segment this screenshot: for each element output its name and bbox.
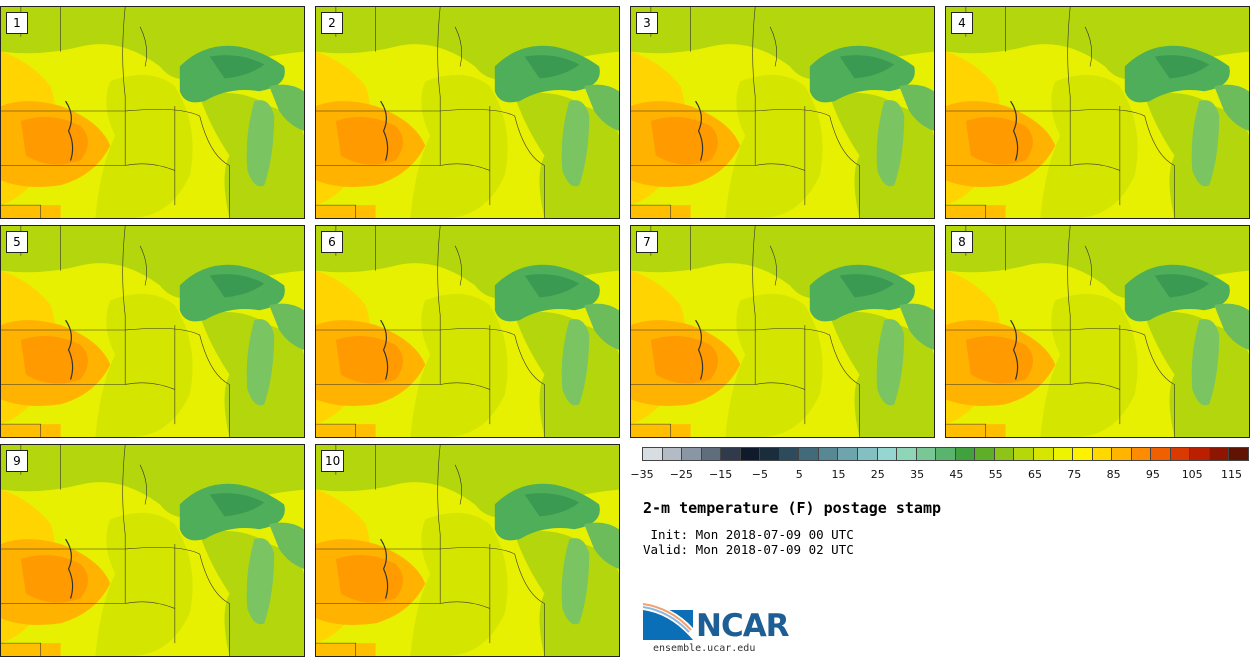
colorbar-tick-label: 5 [795, 468, 803, 481]
colorbar-tick-label: 85 [1106, 468, 1121, 481]
member-map-panel: 2 [315, 6, 620, 219]
temperature-map [316, 226, 619, 437]
member-number-label: 1 [6, 12, 28, 34]
colorbar-tick-label: 105 [1181, 468, 1203, 481]
member-number-label: 6 [321, 231, 343, 253]
temperature-map [316, 7, 619, 218]
temperature-map [631, 7, 934, 218]
member-number-label: 3 [636, 12, 658, 34]
colorbar-swatch [1169, 447, 1191, 461]
colorbar-tick-label: −5 [751, 468, 768, 481]
member-map-panel: 1 [0, 6, 305, 219]
colorbar-tick-label: 45 [949, 468, 964, 481]
colorbar-swatch [759, 447, 780, 461]
member-map-panel: 6 [315, 225, 620, 438]
member-map-panel: 5 [0, 225, 305, 438]
ncar-logo-icon [643, 602, 693, 640]
temperature-map [946, 226, 1249, 437]
member-number-label: 7 [636, 231, 658, 253]
colorbar-swatch [974, 447, 995, 461]
member-map-panel: 9 [0, 444, 305, 657]
colorbar-tick-label: −25 [669, 468, 693, 481]
colorbar-swatch [661, 447, 683, 461]
colorbar-swatch [954, 447, 976, 461]
member-map-panel: 7 [630, 225, 935, 438]
chart-title: 2-m temperature (F) postage stamp [643, 499, 942, 517]
colorbar-swatch [1091, 447, 1113, 461]
colorbar-swatch [642, 447, 663, 461]
member-number-label: 10 [321, 450, 345, 472]
website-url[interactable]: ensemble.ucar.edu [653, 643, 756, 654]
colorbar-tick-label: −35 [630, 468, 654, 481]
colorbar-swatch [876, 447, 898, 461]
valid-time: Valid: Mon 2018-07-09 02 UTC [643, 542, 854, 557]
colorbar-swatch [798, 447, 819, 461]
colorbar-swatch [817, 447, 839, 461]
colorbar-tick-label: 35 [910, 468, 925, 481]
colorbar-swatch [1228, 447, 1249, 461]
member-number-label: 2 [321, 12, 343, 34]
member-number-label: 8 [951, 231, 973, 253]
colorbar-tick-label: 75 [1067, 468, 1082, 481]
member-map-panel: 4 [945, 6, 1250, 219]
colorbar-tick-label: 25 [870, 468, 885, 481]
colorbar-swatch [1013, 447, 1034, 461]
colorbar-swatch [1189, 447, 1210, 461]
colorbar-swatch [1072, 447, 1093, 461]
colorbar-swatch [993, 447, 1015, 461]
colorbar-tick-label: 15 [831, 468, 846, 481]
colorbar-swatch [681, 447, 702, 461]
member-map-panel: 10 [315, 444, 620, 657]
temperature-map [316, 445, 619, 656]
temperature-map [1, 445, 304, 656]
colorbar-swatch [700, 447, 722, 461]
init-time: Init: Mon 2018-07-09 00 UTC [643, 527, 854, 542]
member-map-panel: 8 [945, 225, 1250, 438]
colorbar-swatch [1208, 447, 1230, 461]
colorbar-tick-label: 65 [1028, 468, 1042, 481]
member-map-panel: 3 [630, 6, 935, 219]
colorbar-swatch [915, 447, 937, 461]
member-number-label: 9 [6, 450, 28, 472]
colorbar-swatch [1130, 447, 1152, 461]
colorbar-swatch [857, 447, 878, 461]
colorbar-swatch [1052, 447, 1074, 461]
ncar-wordmark: NCAR [696, 608, 790, 644]
colorbar-swatch [1111, 447, 1132, 461]
colorbar-swatch [837, 447, 859, 461]
colorbar-swatch [778, 447, 800, 461]
colorbar-swatch [739, 447, 761, 461]
colorbar-swatch [1032, 447, 1054, 461]
colorbar-tick-label: −15 [708, 468, 733, 481]
member-number-label: 5 [6, 231, 28, 253]
colorbar-swatch [896, 447, 917, 461]
colorbar-tick-label: 55 [988, 468, 1003, 481]
colorbar-swatch [720, 447, 741, 461]
temperature-map [1, 7, 304, 218]
temperature-map [1, 226, 304, 437]
temperature-map [946, 7, 1249, 218]
colorbar-swatch [1150, 447, 1171, 461]
member-number-label: 4 [951, 12, 973, 34]
temperature-map [631, 226, 934, 437]
colorbar-tick-label: 95 [1145, 468, 1160, 481]
temperature-colorbar: −35 −25 −15 −5 5 15 25 35 45 55 65 75 85 95 105 115 [630, 447, 1249, 487]
colorbar-tick-label: 115 [1221, 468, 1242, 481]
colorbar-swatch [935, 447, 956, 461]
